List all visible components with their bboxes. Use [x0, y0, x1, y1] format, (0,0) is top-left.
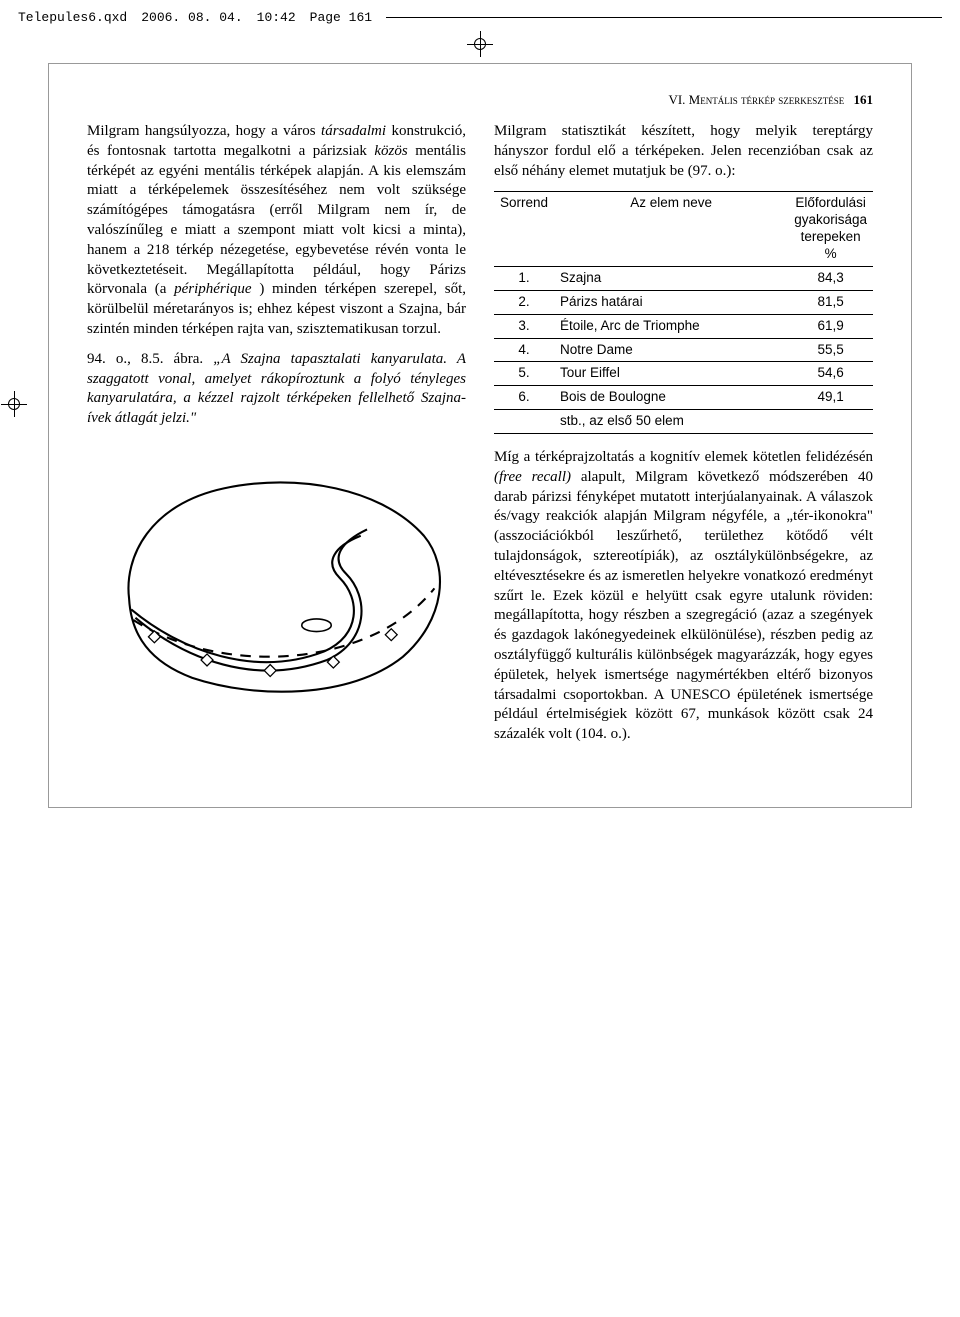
th-elem-neve: Az elem neve [554, 192, 788, 267]
table-row: 6. Bois de Boulogne 49,1 [494, 386, 873, 410]
page-number: 161 [854, 92, 874, 107]
crop-mark-left [1, 391, 27, 417]
page-meta-header: Telepules6.qxd 2006. 08. 04. 10:42 Page … [0, 0, 960, 29]
page-frame: VI. Mentális térkép szerkesztése 161 Mil… [48, 63, 912, 808]
meta-date: 2006. 08. 04. [141, 10, 242, 25]
figure-caption: 94. o., 8.5. ábra. „A Szajna tapasztalat… [87, 350, 466, 429]
table-row: 4. Notre Dame 55,5 [494, 338, 873, 362]
table-row: 3. Étoile, Arc de Triomphe 61,9 [494, 314, 873, 338]
meta-time: 10:42 [257, 10, 296, 25]
th-gyakorisag: Előfordulási gyakorisága terepeken % [788, 192, 873, 267]
th-sorrend: Sorrend [494, 192, 554, 267]
frequency-table: Sorrend Az elem neve Előfordulási gyakor… [494, 191, 873, 434]
left-column: Milgram hangsúlyozza, hogy a város társa… [87, 122, 466, 755]
table-row: 1. Szajna 84,3 [494, 266, 873, 290]
header-rule [386, 17, 942, 18]
table-footer-row: stb., az első 50 elem [494, 410, 873, 434]
right-intro: Milgram statisztikát készített, hogy mel… [494, 122, 873, 181]
left-para-1: Milgram hangsúlyozza, hogy a város társa… [87, 122, 466, 340]
table-row: 5. Tour Eiffel 54,6 [494, 362, 873, 386]
running-head: VI. Mentális térkép szerkesztése 161 [87, 92, 873, 108]
table-row: 2. Párizs határai 81,5 [494, 290, 873, 314]
meta-file: Telepules6.qxd [18, 10, 127, 25]
meta-page: Page 161 [310, 10, 372, 25]
two-column-layout: Milgram hangsúlyozza, hogy a város társa… [87, 122, 873, 755]
crop-mark-top [0, 31, 960, 57]
paris-map-svg [87, 441, 466, 715]
right-para-2: Míg a térképrajzoltatás a kognitív eleme… [494, 448, 873, 745]
table-body: 1. Szajna 84,3 2. Párizs határai 81,5 3.… [494, 266, 873, 433]
running-title: VI. Mentális térkép szerkesztése [668, 92, 844, 107]
seine-figure [87, 441, 466, 722]
right-column: Milgram statisztikát készített, hogy mel… [494, 122, 873, 755]
